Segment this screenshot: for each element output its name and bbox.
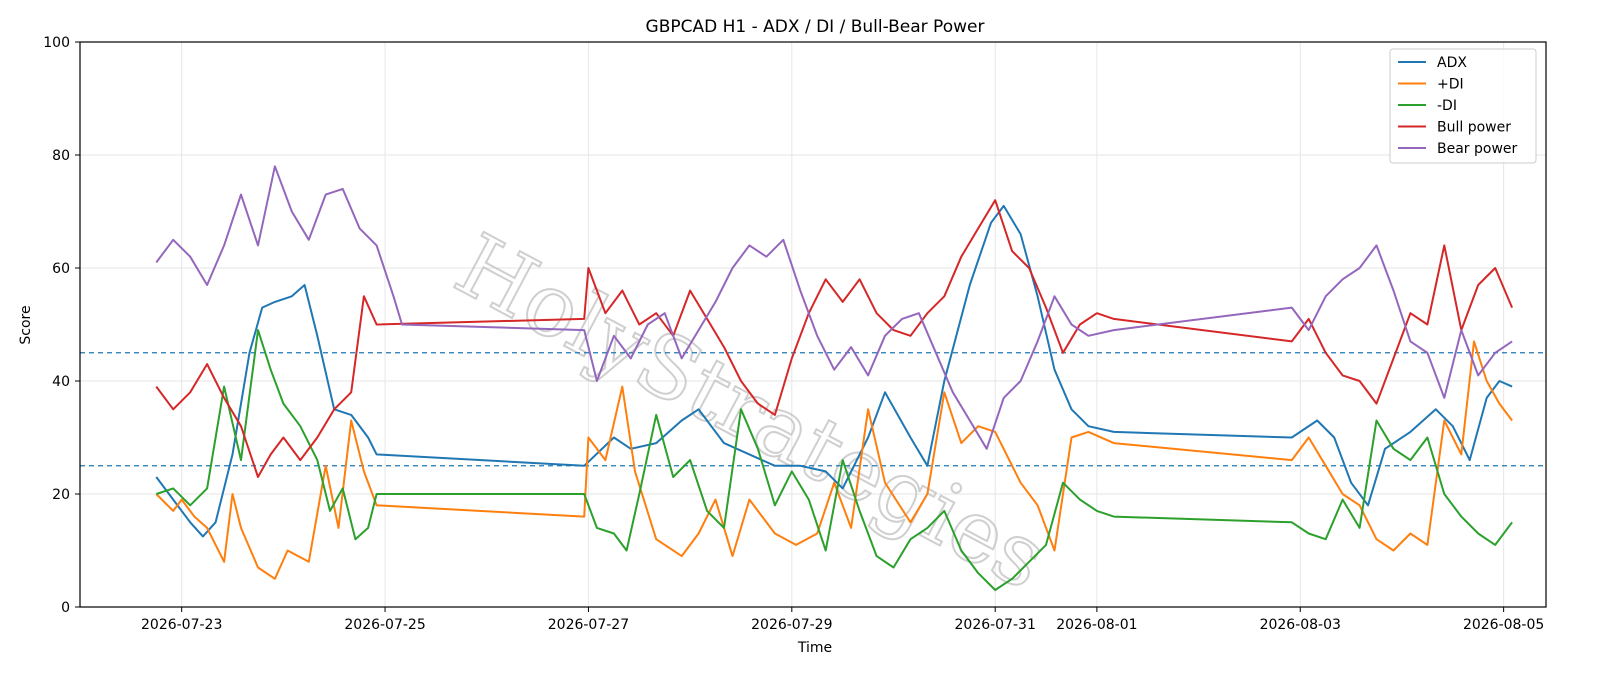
plot-frame xyxy=(79,41,1547,608)
chart-title: GBPCAD H1 - ADX / DI / Bull-Bear Power xyxy=(646,17,985,37)
x-tick-label: 2026-07-31 xyxy=(955,617,1036,633)
x-tick-label: 2026-08-03 xyxy=(1260,617,1341,633)
x-axis-ticks: 2026-07-23 2026-07-25 2026-07-27 2026-07-29… xyxy=(141,607,1544,633)
y-tick-label: 20 xyxy=(52,487,70,503)
series-line-bull-power xyxy=(155,199,1514,478)
legend-label: Bear power xyxy=(1437,141,1518,157)
legend-label: -DI xyxy=(1437,98,1457,114)
series-line-adx xyxy=(155,204,1513,538)
legend-label: Bull power xyxy=(1437,120,1511,136)
y-tick-label: 40 xyxy=(52,374,70,390)
legend-label: ADX xyxy=(1437,55,1467,71)
reference-lines xyxy=(80,352,1546,467)
series-layer xyxy=(155,165,1514,591)
x-tick-label: 2026-07-25 xyxy=(344,617,425,633)
x-tick-label: 2026-07-29 xyxy=(751,617,832,633)
series-line--di xyxy=(155,329,1513,591)
y-axis-ticks: 0 20 40 60 80 100 xyxy=(43,35,80,616)
y-tick-label: 0 xyxy=(61,600,70,616)
x-axis-title: Time xyxy=(797,640,832,656)
legend: ADX +DI -DI Bull power Bear power xyxy=(1389,48,1537,164)
x-tick-label: 2026-07-23 xyxy=(141,617,222,633)
y-axis-title: Score xyxy=(18,305,34,344)
x-tick-label: 2026-08-05 xyxy=(1463,617,1544,633)
y-tick-label: 60 xyxy=(52,261,70,277)
x-tick-label: 2026-07-27 xyxy=(548,617,629,633)
y-tick-label: 80 xyxy=(52,148,70,164)
series-line--di xyxy=(155,340,1513,580)
legend-box xyxy=(1389,48,1537,164)
x-tick-label: 2026-08-01 xyxy=(1056,617,1137,633)
legend-label: +DI xyxy=(1437,77,1464,93)
y-tick-label: 100 xyxy=(43,35,70,51)
series-line-bear-power xyxy=(155,165,1513,450)
